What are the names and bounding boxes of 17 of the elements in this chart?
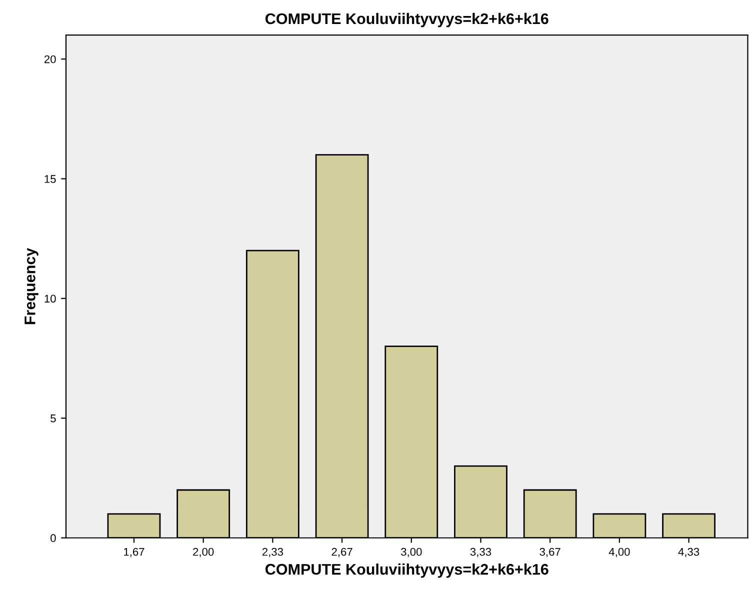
x-tick-label: 2,67	[332, 548, 352, 558]
y-tick-label: 15	[44, 175, 56, 183]
x-tick-label: 3,67	[540, 548, 560, 558]
x-tick-label: 2,33	[262, 548, 283, 558]
y-axis-title: Frequency	[24, 248, 38, 324]
x-tick-label: 3,33	[470, 548, 492, 558]
y-tick-label: 20	[44, 55, 56, 64]
y-tick-label: 5	[50, 414, 56, 422]
y-tick-label: 10	[44, 294, 56, 303]
y-tick-label: 0	[50, 534, 56, 542]
x-tick-label: 4,33	[678, 548, 700, 558]
x-tick-label: 1,67	[124, 548, 144, 558]
chart-title: COMPUTE Kouluviihtyvyys=k2+k6+k16	[265, 12, 548, 28]
x-axis-title: COMPUTE Kouluviihtyvyys=k2+k6+k16	[265, 564, 548, 578]
x-tick-label: 4,00	[608, 548, 630, 558]
x-tick-label: 3,00	[400, 548, 422, 558]
x-tick-label: 2,00	[193, 548, 214, 558]
